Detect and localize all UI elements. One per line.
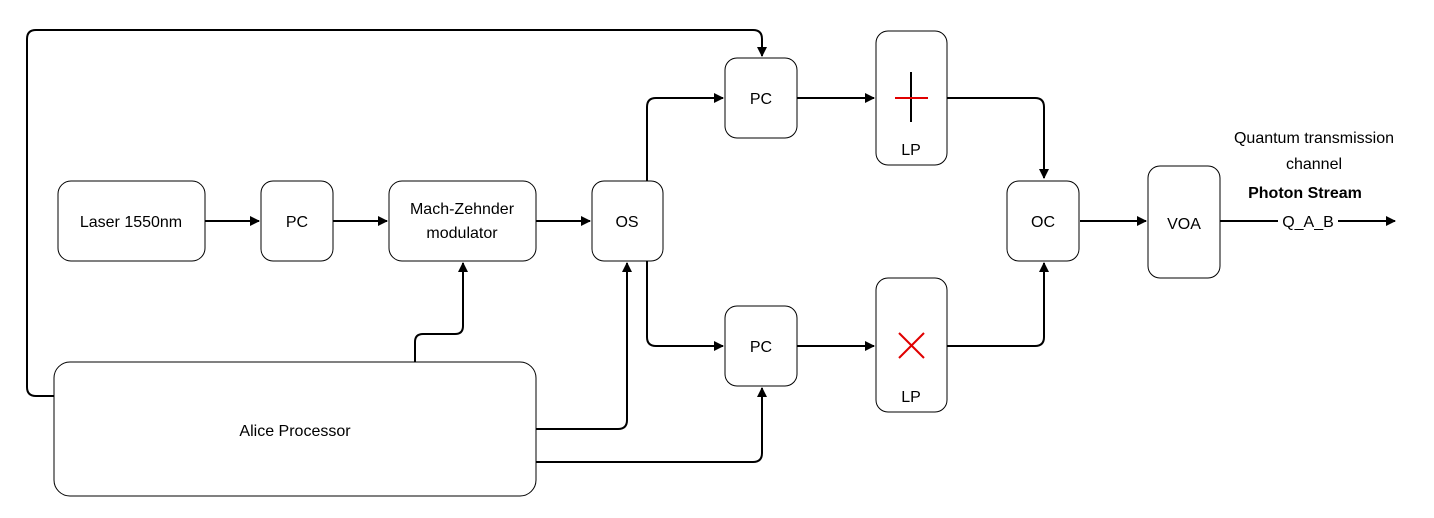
laser-label: Laser 1550nm (80, 214, 182, 231)
alice-processor-label: Alice Processor (239, 423, 351, 440)
oc-block: OC (1006, 180, 1080, 262)
lp-top-block: LP (875, 30, 948, 166)
alice-processor-block: Alice Processor (53, 361, 537, 497)
pc-top-label: PC (750, 91, 772, 108)
wire-lp-top-to-oc (947, 97, 1049, 179)
output-channel: Quantum transmission channel Photon Stre… (1234, 130, 1394, 231)
mach-zehnder-modulator-block: Mach-Zehnder modulator (388, 180, 537, 262)
wire-alice-to-pc-top (26, 29, 767, 397)
wire-alice-to-os (536, 262, 632, 430)
lp-top-label: LP (901, 142, 921, 159)
photon-stream-label: Photon Stream (1248, 185, 1362, 202)
os-label: OS (615, 214, 638, 231)
pc-top-block: PC (724, 57, 798, 139)
signal-label: Q_A_B (1282, 214, 1334, 231)
mzm-label-line1: Mach-Zehnder (410, 201, 515, 218)
connections (26, 29, 1396, 463)
wire-os-to-pc-bottom (646, 261, 724, 351)
polarizer-diagonal-mark-b (898, 332, 925, 359)
wire-alice-to-mzm (414, 262, 468, 362)
pc-input-block: PC (260, 180, 334, 262)
laser-block: Laser 1550nm (57, 180, 206, 262)
os-block: OS (591, 180, 664, 262)
lp-bottom-block: LP (875, 277, 948, 413)
voa-label: VOA (1167, 216, 1201, 233)
wire-os-to-pc-top (646, 93, 724, 181)
lp-bottom-label: LP (901, 389, 921, 406)
pc-bottom-label: PC (750, 339, 772, 356)
mzm-label-line2: modulator (426, 225, 498, 242)
voa-block: VOA (1147, 165, 1221, 279)
pc-bottom-block: PC (724, 305, 798, 387)
wire-lp-bottom-to-oc (947, 262, 1049, 347)
channel-label-line1: Quantum transmission (1234, 130, 1394, 147)
channel-label-line2: channel (1286, 156, 1342, 173)
pc-input-label: PC (286, 214, 308, 231)
wire-alice-to-pc-bottom (536, 387, 767, 463)
oc-label: OC (1031, 214, 1055, 231)
